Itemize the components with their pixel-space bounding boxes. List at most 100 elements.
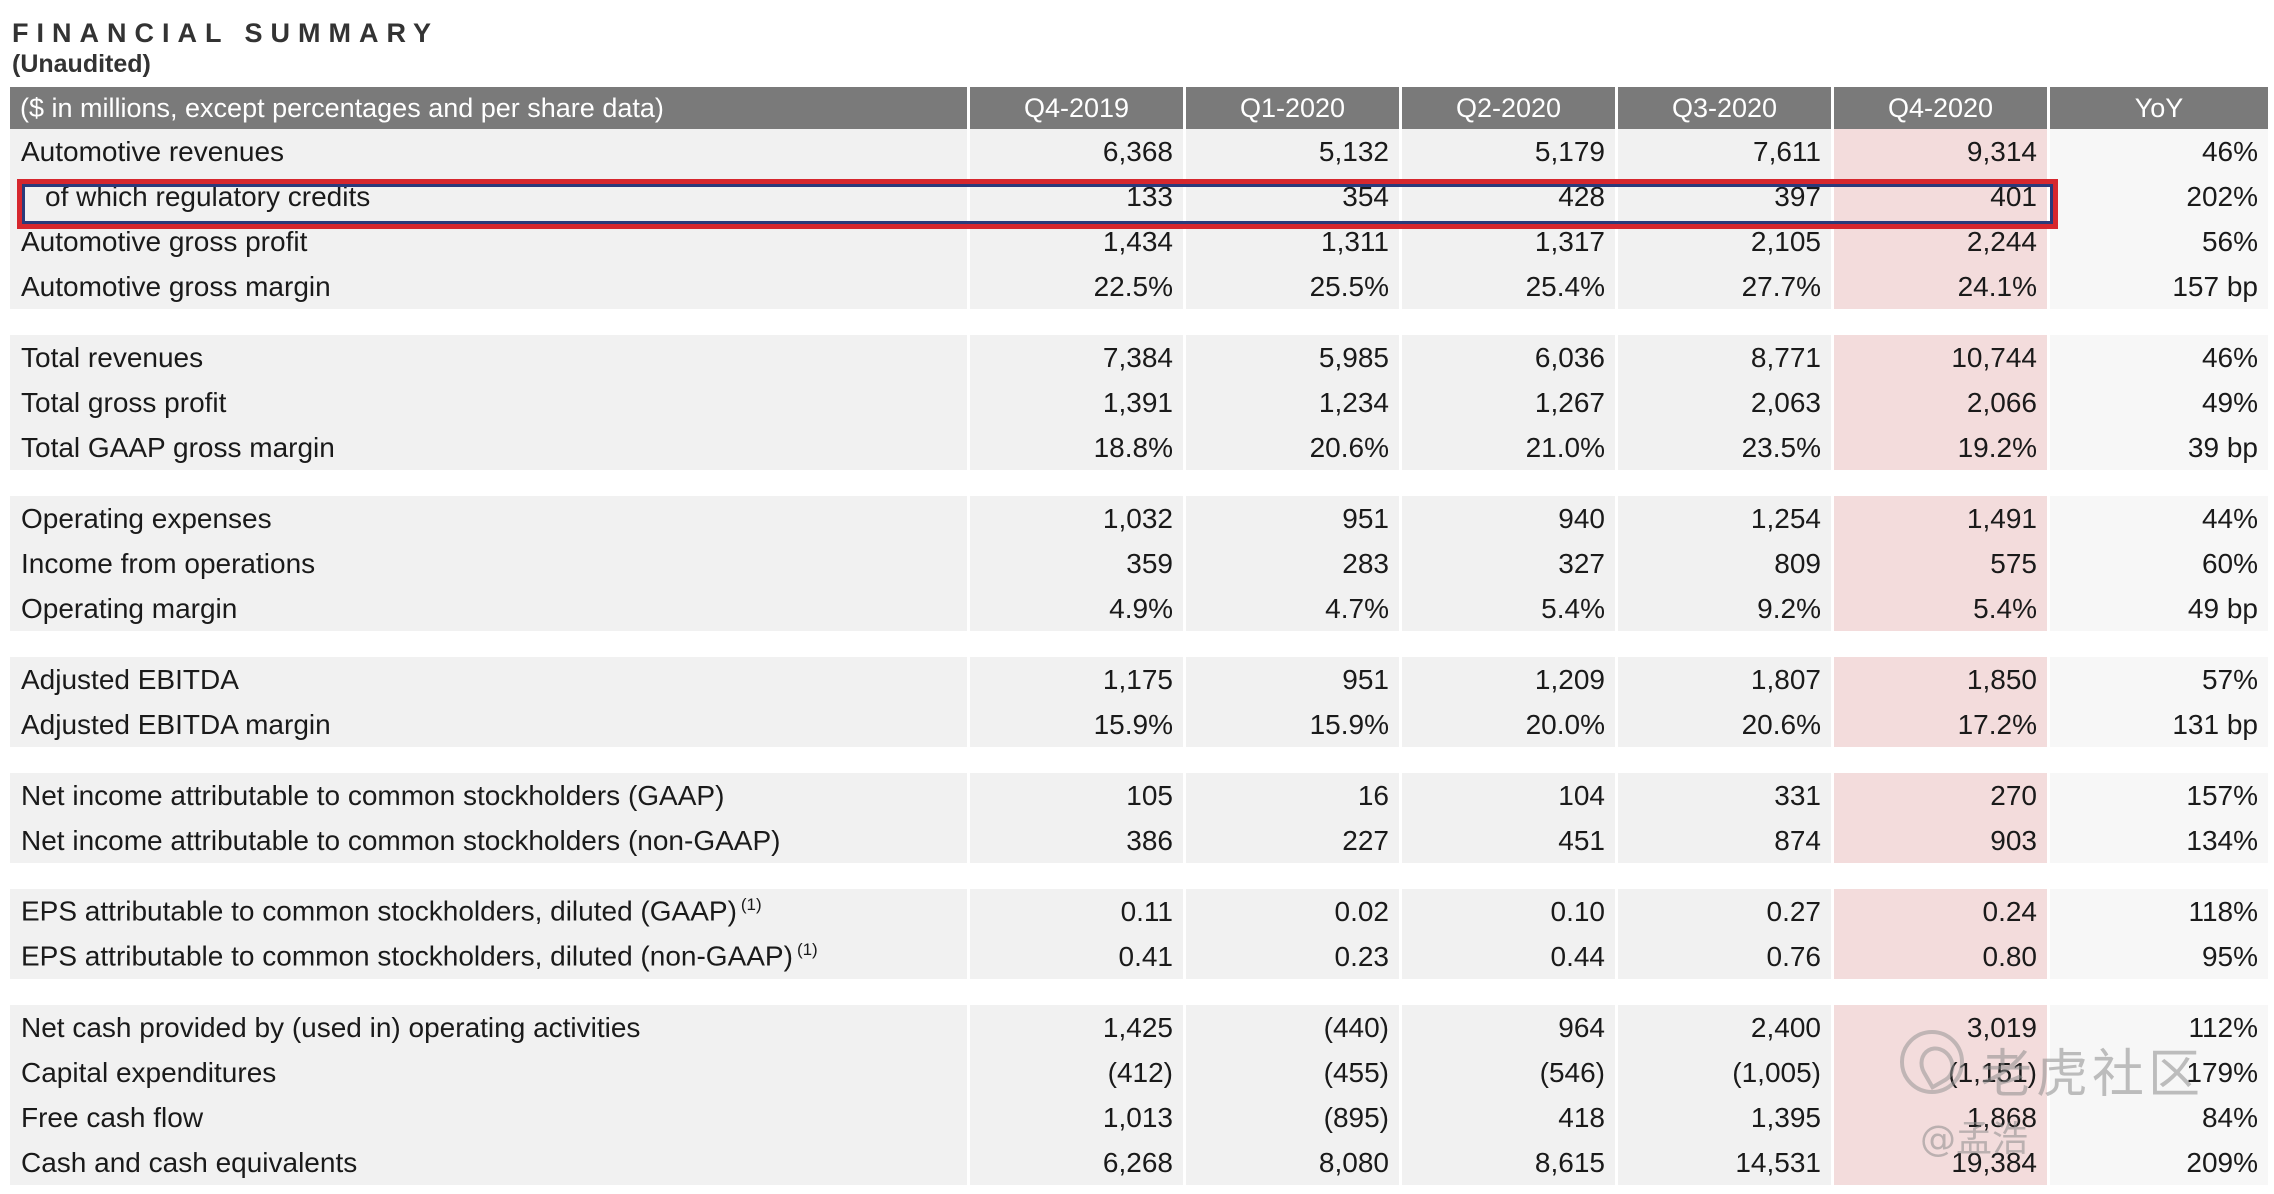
value-cell: 1,209 [1402,657,1618,702]
column-header-description: ($ in millions, except percentages and p… [10,87,970,129]
table-row: Net income attributable to common stockh… [10,818,2268,863]
group-spacer [10,979,2268,1005]
value-cell: 4.7% [1186,586,1402,631]
value-cell: (1,005) [1618,1050,1834,1095]
row-label: EPS attributable to common stockholders,… [10,889,970,934]
yoy-cell: 60% [2050,541,2268,586]
spacer-cell [1186,470,1402,496]
spacer-cell [1186,979,1402,1005]
row-label-text: Net income attributable to common stockh… [21,779,725,811]
table-row: Adjusted EBITDA margin 15.9% 15.9% 20.0% 20.… [10,702,2268,747]
value-cell: 940 [1402,496,1618,541]
value-cell: 15.9% [1186,702,1402,747]
value-cell: 1,317 [1402,219,1618,264]
row-label-text: Operating expenses [21,502,272,534]
value-cell: 0.76 [1618,934,1834,979]
row-label: EPS attributable to common stockholders,… [10,934,970,979]
spacer-cell [1618,747,1834,773]
yoy-cell: 46% [2050,129,2268,174]
row-label-text: Net cash provided by (used in) operating… [21,1011,641,1043]
table-row: Total gross profit 1,391 1,234 1,267 2,063 2,… [10,380,2268,425]
value-cell-current-quarter: 19.2% [1834,425,2050,470]
value-cell-current-quarter: 903 [1834,818,2050,863]
table-row: Cash and cash equivalents 6,268 8,080 8,615… [10,1140,2268,1185]
footnote-marker: (1) [740,895,762,915]
row-label: Income from operations [10,541,970,586]
row-label-text: Automotive gross profit [21,225,308,257]
yoy-cell: 49% [2050,380,2268,425]
value-cell-current-quarter: 17.2% [1834,702,2050,747]
value-cell: 809 [1618,541,1834,586]
yoy-cell: 157% [2050,773,2268,818]
value-cell: 874 [1618,818,1834,863]
column-header-q1-2020: Q1-2020 [1186,87,1402,129]
spacer-cell [10,631,970,657]
yoy-cell: 84% [2050,1095,2268,1140]
value-cell: 20.6% [1618,702,1834,747]
table-row: EPS attributable to common stockholders,… [10,934,2268,979]
value-cell: 21.0% [1402,425,1618,470]
row-label: Net income attributable to common stockh… [10,773,970,818]
spacer-cell [1834,470,2050,496]
spacer-cell [10,863,970,889]
page-subtitle: (Unaudited) [12,50,151,78]
spacer-cell [2050,863,2268,889]
tiger-community-logo-icon [1900,1030,1964,1094]
spacer-cell [1834,747,2050,773]
yoy-cell: 57% [2050,657,2268,702]
value-cell: 104 [1402,773,1618,818]
value-cell: 1,311 [1186,219,1402,264]
value-cell: 0.10 [1402,889,1618,934]
yoy-cell: 56% [2050,219,2268,264]
spacer-cell [1834,631,2050,657]
yoy-cell: 118% [2050,889,2268,934]
value-cell: 6,036 [1402,335,1618,380]
row-label: Operating expenses [10,496,970,541]
row-label-text: Net income attributable to common stockh… [21,824,781,856]
value-cell: 6,368 [970,129,1186,174]
table-row: Automotive gross profit 1,434 1,311 1,317 2,… [10,219,2268,264]
row-label: Total gross profit [10,380,970,425]
value-cell: 354 [1186,174,1402,219]
table-row: Operating margin 4.9% 4.7% 5.4% 9.2% 5.4% 49 b… [10,586,2268,631]
value-cell-current-quarter: 24.1% [1834,264,2050,309]
row-label-text: Adjusted EBITDA [21,663,239,695]
row-label-text: Automotive revenues [21,135,285,167]
value-cell: 20.6% [1186,425,1402,470]
value-cell: 25.4% [1402,264,1618,309]
group-spacer [10,309,2268,335]
value-cell: 1,234 [1186,380,1402,425]
row-label-text: Capital expenditures [21,1056,277,1088]
value-cell: 1,434 [970,219,1186,264]
spacer-cell [1834,863,2050,889]
value-cell: 20.0% [1402,702,1618,747]
value-cell: 964 [1402,1005,1618,1050]
table-row: Capital expenditures (412) (455) (546) (1,00… [10,1050,2268,1095]
column-header-q4-2019: Q4-2019 [970,87,1186,129]
value-cell: (546) [1402,1050,1618,1095]
value-cell: 386 [970,818,1186,863]
value-cell-current-quarter: 270 [1834,773,2050,818]
spacer-cell [1618,631,1834,657]
column-header-yoy: YoY [2050,87,2268,129]
row-label-text: Free cash flow [21,1101,204,1133]
row-label-text: Total GAAP gross margin [21,431,335,463]
row-label: Net income attributable to common stockh… [10,818,970,863]
value-cell: 16 [1186,773,1402,818]
value-cell: 23.5% [1618,425,1834,470]
yoy-cell: 44% [2050,496,2268,541]
spacer-cell [2050,631,2268,657]
row-label-text: Automotive gross margin [21,270,331,302]
value-cell: 133 [970,174,1186,219]
spacer-cell [1186,747,1402,773]
table-row: Net income attributable to common stockh… [10,773,2268,818]
value-cell: 105 [970,773,1186,818]
spacer-cell [970,309,1186,335]
value-cell-current-quarter: 1,868 [1834,1095,2050,1140]
spacer-cell [1402,747,1618,773]
spacer-cell [970,470,1186,496]
column-header-q4-2020: Q4-2020 [1834,87,2050,129]
value-cell-current-quarter: 10,744 [1834,335,2050,380]
value-cell: 5.4% [1402,586,1618,631]
value-cell-current-quarter: 0.80 [1834,934,2050,979]
